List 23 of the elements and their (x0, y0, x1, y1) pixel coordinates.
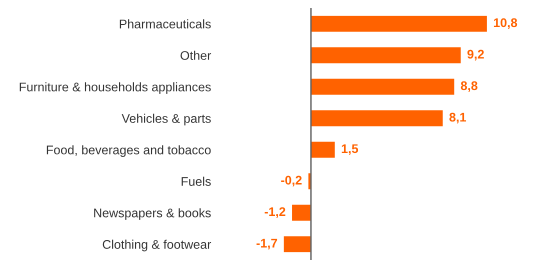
data-label: -1,2 (264, 207, 286, 218)
bar (310, 14, 488, 34)
data-label: 1,5 (342, 144, 358, 155)
bar (310, 77, 456, 96)
y-tick-label: Food, beverages and tobacco (46, 145, 211, 157)
y-tick-label: Newspapers & books (94, 208, 211, 220)
y-tick-label: Furniture & households appliances (20, 82, 211, 94)
bar (310, 46, 462, 65)
bar (310, 108, 444, 128)
data-label: -1,7 (256, 238, 278, 250)
bar (310, 140, 336, 160)
y-tick-label: Vehicles & parts (122, 114, 211, 126)
data-label: 8,8 (460, 81, 478, 92)
data-label: 8,1 (449, 112, 466, 124)
data-label: 9,2 (467, 50, 484, 60)
bar (282, 234, 312, 254)
y-tick-label: Pharmaceuticals (120, 19, 211, 28)
data-label: -0,2 (281, 176, 302, 186)
data-label: 10,8 (494, 18, 518, 29)
y-tick-label: Clothing & footwear (102, 240, 212, 252)
bar (290, 203, 312, 222)
y-tick-label: Other (180, 50, 212, 60)
y-tick-label: Fuels (182, 176, 211, 186)
